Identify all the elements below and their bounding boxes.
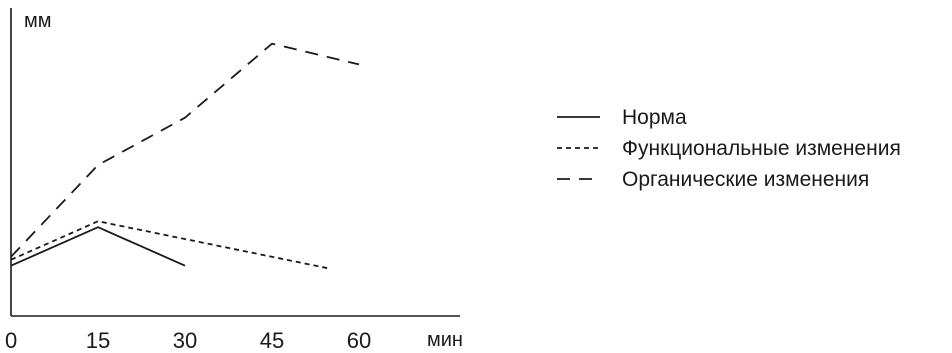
x-tick-label: 0 xyxy=(5,328,17,353)
x-axis-label: мин xyxy=(427,329,463,351)
legend: Норма Функциональные изменения Органически… xyxy=(557,106,901,191)
legend-label-2: Функциональные изменения xyxy=(622,137,901,160)
series-layer xyxy=(10,42,360,270)
x-tick-labels: 0 15 30 45 60 xyxy=(5,328,371,353)
axes xyxy=(10,8,460,317)
series-line-3 xyxy=(10,42,360,258)
x-tick-label: 60 xyxy=(347,328,371,353)
series-line-2 xyxy=(10,220,331,270)
x-tick-label: 45 xyxy=(260,328,284,353)
x-tick-label: 15 xyxy=(86,328,110,353)
x-tick-label: 30 xyxy=(173,328,197,353)
series-line-1 xyxy=(10,226,186,267)
legend-label-3: Органические изменения xyxy=(622,168,869,191)
legend-label-1: Норма xyxy=(622,106,687,129)
y-axis-label: мм xyxy=(24,10,52,32)
